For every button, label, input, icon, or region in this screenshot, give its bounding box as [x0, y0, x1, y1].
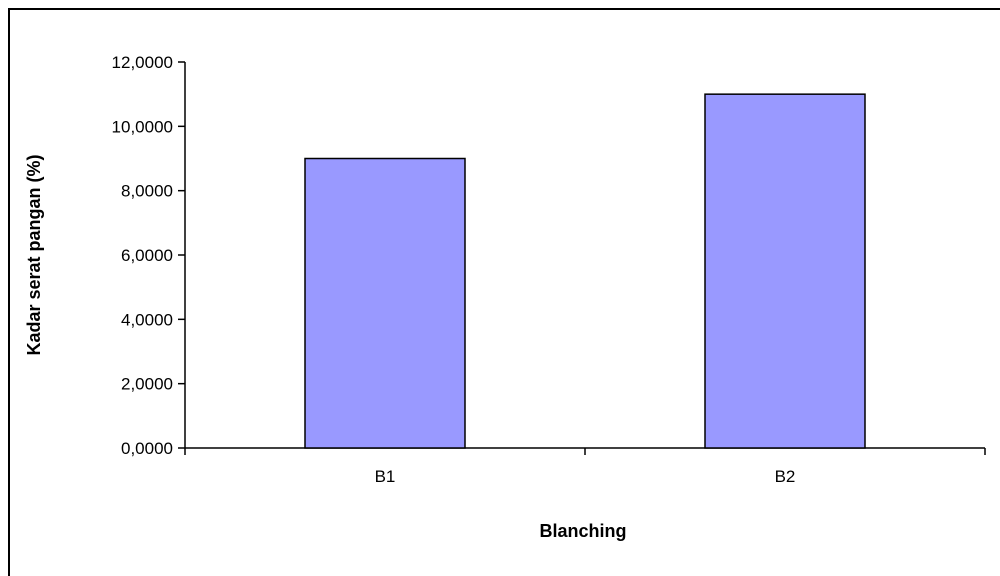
x-tick-label: B1 [375, 467, 396, 486]
bars [304, 93, 866, 449]
y-axis-title: Kadar serat pangan (%) [24, 154, 44, 355]
x-axis: B1 B2 [184, 447, 986, 486]
y-axis: 0,0000 2,0000 4,0000 6,0000 8,0000 10,0000 12,… [112, 53, 186, 458]
y-tick-label: 8,0000 [121, 182, 173, 201]
y-tick-label: 2,0000 [121, 375, 173, 394]
y-tick-label: 4,0000 [121, 310, 173, 329]
x-tick-label: B2 [775, 467, 796, 486]
x-axis-title: Blanching [539, 521, 626, 541]
bar-b2 [704, 93, 866, 449]
y-tick-label: 12,0000 [112, 53, 173, 72]
y-tick-label: 0,0000 [121, 439, 173, 458]
y-tick-label: 10,0000 [112, 117, 173, 136]
y-tick-label: 6,0000 [121, 246, 173, 265]
bar-b1 [304, 157, 466, 449]
